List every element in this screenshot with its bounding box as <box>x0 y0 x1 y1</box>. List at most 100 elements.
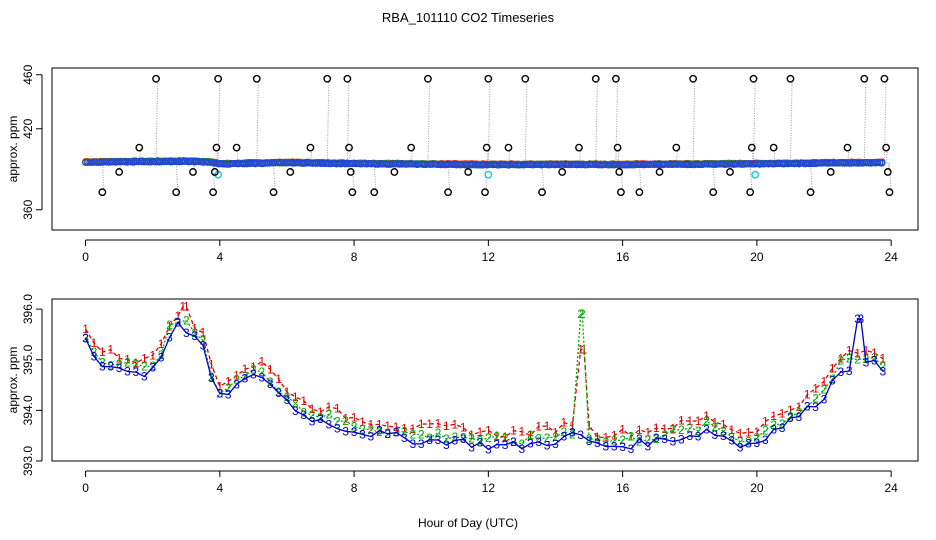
baseline-point <box>136 158 144 166</box>
outlier-point <box>769 143 778 152</box>
series-3-marker: 3 <box>586 434 593 448</box>
series-1-marker: 1 <box>686 414 693 428</box>
outlier-point <box>749 74 758 83</box>
series-1-marker: 1 <box>200 326 207 340</box>
series-1-marker: 1 <box>393 420 400 434</box>
series-2-marker: 2 <box>653 432 660 446</box>
series-3-marker: 3 <box>846 364 853 378</box>
baseline-point <box>878 159 886 167</box>
series-1-marker: 1 <box>644 426 651 440</box>
series-2-marker: 2 <box>99 356 106 370</box>
baseline-point <box>817 159 825 167</box>
series-2-marker: 2 <box>91 345 98 359</box>
baseline-point <box>594 161 602 169</box>
outlier-point <box>346 168 355 176</box>
series-2-marker: 2 <box>166 318 173 332</box>
series-3-marker: 3 <box>124 365 131 379</box>
series-1-marker: 1 <box>309 402 316 416</box>
series-3-marker: 3 <box>225 388 232 402</box>
series-1-marker: 1 <box>552 426 559 440</box>
series-1-marker: 1 <box>376 418 383 432</box>
series-1-marker: 1 <box>267 362 274 376</box>
outlier-point <box>135 143 144 152</box>
series-1-marker: 1 <box>661 422 668 436</box>
series-3-marker: 3 <box>477 436 484 450</box>
outlier-point <box>306 143 315 152</box>
series-2-marker: 2 <box>376 425 383 439</box>
series-1-marker: 1 <box>460 421 467 435</box>
series-3-marker: 3 <box>133 365 140 379</box>
baseline-point <box>673 160 681 168</box>
series-1-marker: 1 <box>863 343 870 357</box>
y-tick-label: 396.0 <box>21 294 35 324</box>
series-3-marker: 3 <box>376 424 383 438</box>
series-2-marker: 2 <box>586 432 593 446</box>
series-3-marker: 3 <box>670 435 677 449</box>
x-tick-label: 24 <box>884 481 898 495</box>
series-1-marker: 1 <box>762 415 769 429</box>
series-2-marker: 2 <box>720 424 727 438</box>
baseline-point <box>180 157 188 165</box>
outlier-point <box>747 143 756 152</box>
series-2-marker: 2 <box>728 430 735 444</box>
series-1-marker: 1 <box>208 358 215 372</box>
baseline-point <box>169 158 177 166</box>
baseline-point <box>171 157 179 166</box>
baseline-point <box>507 160 515 168</box>
series-3-marker: 3 <box>569 426 576 440</box>
bottom-panel: approx. ppm 0 4 8 12 16 20 24393.0394.0395.039… <box>6 294 919 495</box>
baseline-point <box>415 160 423 168</box>
series-1-marker: 1 <box>401 421 408 435</box>
series-1-marker: 1 <box>124 353 131 367</box>
series-2-marker: 2 <box>284 390 291 404</box>
baseline-point <box>276 159 284 167</box>
series-1-marker: 1 <box>342 412 349 426</box>
outlier-point <box>617 188 625 197</box>
series-2-marker: 2 <box>460 431 467 445</box>
outlier-connector <box>346 78 350 164</box>
outlier-connector <box>212 162 216 193</box>
series-1-marker: 1 <box>317 405 324 419</box>
series-2-marker: 2 <box>661 428 668 442</box>
series-3-marker: 3 <box>284 393 291 407</box>
series-1-marker: 1 <box>418 417 425 431</box>
series-2-marker: 2 <box>561 425 568 439</box>
y-tick-label: 460 <box>21 64 35 84</box>
series-3-marker: 3 <box>359 427 366 441</box>
outlier-connector <box>214 163 217 173</box>
series-3-marker: 3 <box>678 433 685 447</box>
series-1-marker: 1 <box>527 429 534 443</box>
series-1-marker: 1 <box>602 430 609 444</box>
top-y-axis-label: approx. ppm <box>6 116 20 183</box>
outlier-point <box>390 168 399 176</box>
x-tick-label: 16 <box>616 481 630 495</box>
series-2-marker: 2 <box>787 410 794 424</box>
series-3-marker: 3 <box>519 442 526 456</box>
series-2-marker: 2 <box>821 383 828 397</box>
baseline-point <box>636 161 644 169</box>
series-3-marker: 3 <box>812 400 819 414</box>
series-1-marker: 1 <box>561 416 568 430</box>
series-2-marker: 2 <box>225 381 232 395</box>
outlier-point <box>635 188 644 197</box>
outlier-connector <box>217 78 221 164</box>
series-3-marker: 3 <box>661 432 668 446</box>
outlier-point <box>521 74 530 83</box>
series-1-marker: 1 <box>443 419 450 433</box>
series-2-marker: 2 <box>267 375 274 389</box>
series-3-marker: 3 <box>99 360 106 374</box>
baseline-point <box>695 161 703 169</box>
series-3-marker: 3 <box>535 435 542 449</box>
outlier-point <box>538 188 546 197</box>
series-1-marker: 1 <box>158 337 165 351</box>
baseline-point <box>834 159 842 167</box>
series-1-marker: 1 <box>82 322 89 336</box>
series-1-marker: 1 <box>670 421 677 435</box>
baseline-point <box>328 159 336 168</box>
series-1-marker: 1 <box>636 423 643 437</box>
series-1-marker: 1 <box>779 407 786 421</box>
series-2-marker: 2 <box>602 435 609 449</box>
outlier-point <box>786 74 795 83</box>
outlier-point <box>746 188 755 197</box>
series-1-marker: 1 <box>720 418 727 432</box>
